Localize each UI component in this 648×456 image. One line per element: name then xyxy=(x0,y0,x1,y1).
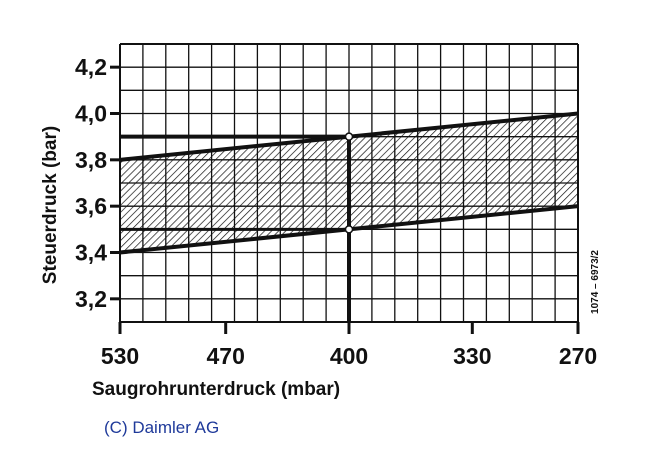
x-tick-label: 470 xyxy=(207,343,245,369)
y-axis-title: Steuerdruck (bar) xyxy=(40,126,61,284)
x-tick-label: 400 xyxy=(330,343,368,369)
y-tick-labels: 3,2 3,4 3,6 3,8 4,0 4,2 xyxy=(75,54,120,312)
y-tick-label: 3,2 xyxy=(75,286,107,312)
x-tick-label: 330 xyxy=(453,343,491,369)
y-tick-label: 3,6 xyxy=(75,193,107,219)
x-tick-labels: 530 470 400 330 270 xyxy=(101,322,597,369)
y-tick-label: 4,2 xyxy=(75,54,107,80)
x-tick-label: 270 xyxy=(559,343,597,369)
y-tick-label: 4,0 xyxy=(75,101,107,127)
x-axis-title: Saugrohrunterdruck (mbar) xyxy=(92,379,340,400)
reference-lines xyxy=(120,132,354,322)
reference-point-upper xyxy=(344,132,354,141)
reference-point-lower xyxy=(344,225,354,234)
y-tick-label: 3,4 xyxy=(75,240,107,266)
x-tick-label: 530 xyxy=(101,343,139,369)
figure-id-note: 1074 – 6973/2 xyxy=(590,250,601,314)
y-tick-label: 3,8 xyxy=(75,147,107,173)
copyright-notice: (C) Daimler AG xyxy=(104,418,220,437)
